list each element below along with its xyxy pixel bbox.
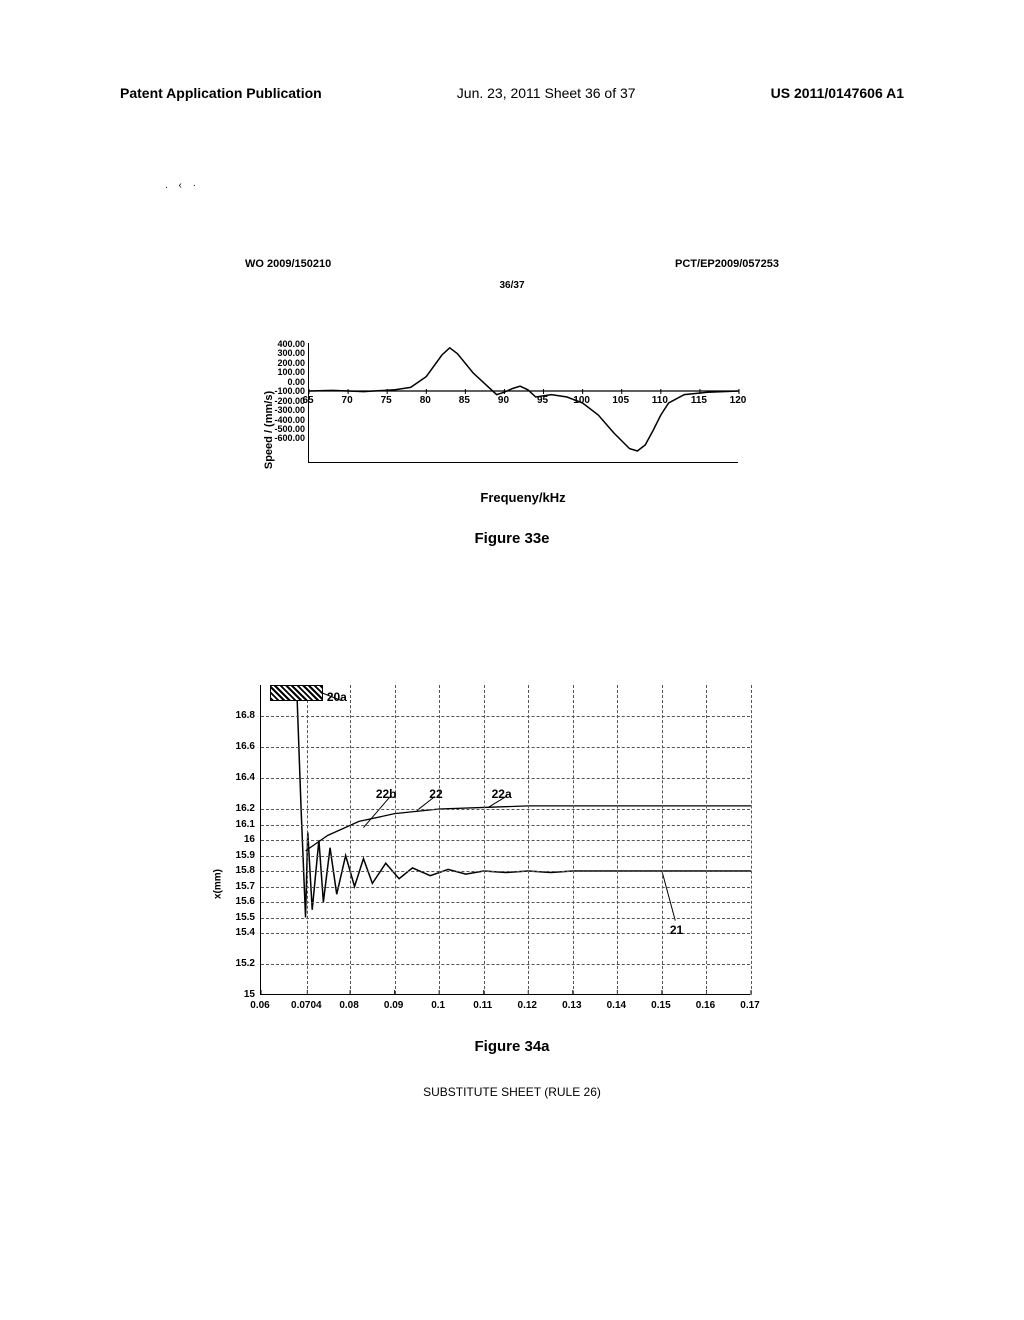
chart2-ylabel: x(mm) — [213, 868, 224, 898]
figure-34a-chart: x(mm) 16.816.616.416.216.11615.915.815.7… — [215, 680, 775, 1050]
pct-ref: PCT/EP2009/057253 — [675, 258, 779, 270]
header-right: US 2011/0147606 A1 — [771, 85, 904, 101]
document-references: WO 2009/150210 PCT/EP2009/057253 — [0, 258, 1024, 270]
wo-ref: WO 2009/150210 — [245, 258, 331, 270]
chart2-annotation: 22a — [492, 787, 512, 801]
footer-text: SUBSTITUTE SHEET (RULE 26) — [423, 1085, 601, 1099]
sheet-page-number: 36/37 — [499, 280, 524, 291]
figure-33e-chart: Speed / (mm/s) 400.00300.00200.00100.000… — [260, 340, 760, 520]
figure-34a-caption: Figure 34a — [474, 1038, 549, 1055]
chart2-annotation: 22b — [376, 787, 397, 801]
speckle-marks: . ‹ · — [165, 180, 200, 191]
chart2-annotation: 22 — [429, 787, 442, 801]
chart2-annotation: 20a — [327, 690, 347, 704]
chart1-plot-area — [308, 343, 738, 463]
header-center: Jun. 23, 2011 Sheet 36 of 37 — [457, 85, 636, 101]
header-left: Patent Application Publication — [120, 85, 322, 101]
chart2-plot-area — [260, 685, 750, 995]
chart1-xlabel: Frequeny/kHz — [308, 490, 738, 505]
chart1-yticks: 400.00300.00200.00100.000.00-100.00-200.… — [265, 340, 305, 444]
chart2-annotation: 21 — [670, 923, 683, 937]
hatched-region — [270, 685, 323, 701]
figure-33e-caption: Figure 33e — [474, 530, 549, 547]
page-header: Patent Application Publication Jun. 23, … — [0, 85, 1024, 101]
